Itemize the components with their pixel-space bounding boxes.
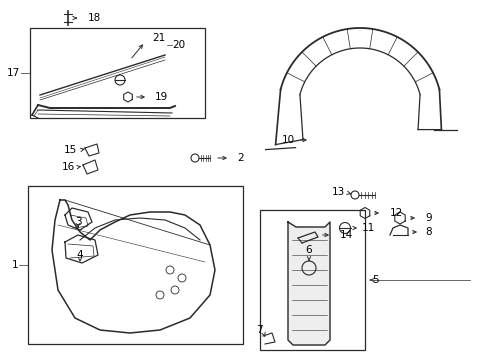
Text: 20: 20 [172,40,185,50]
Text: 16: 16 [62,162,75,172]
Bar [28,186,243,344]
Bar [30,28,205,118]
Text: 5: 5 [372,275,379,285]
Bar [260,210,365,350]
Text: 21: 21 [152,33,165,43]
Text: 7: 7 [256,325,263,335]
Text: 15: 15 [64,145,77,155]
Text: 1: 1 [11,260,18,270]
Text: 12: 12 [390,208,403,218]
Text: 8: 8 [425,227,432,237]
Text: 3: 3 [74,217,81,227]
Text: 11: 11 [362,223,375,233]
Text: 13: 13 [332,187,345,197]
Text: 14: 14 [340,230,353,240]
Text: 2: 2 [237,153,244,163]
Text: 9: 9 [425,213,432,223]
Text: 6: 6 [306,245,312,255]
Text: 17: 17 [7,68,20,78]
Polygon shape [288,222,330,345]
Text: 19: 19 [155,92,168,102]
Text: 4: 4 [77,250,83,260]
Text: 18: 18 [88,13,101,23]
Text: 10: 10 [282,135,295,145]
